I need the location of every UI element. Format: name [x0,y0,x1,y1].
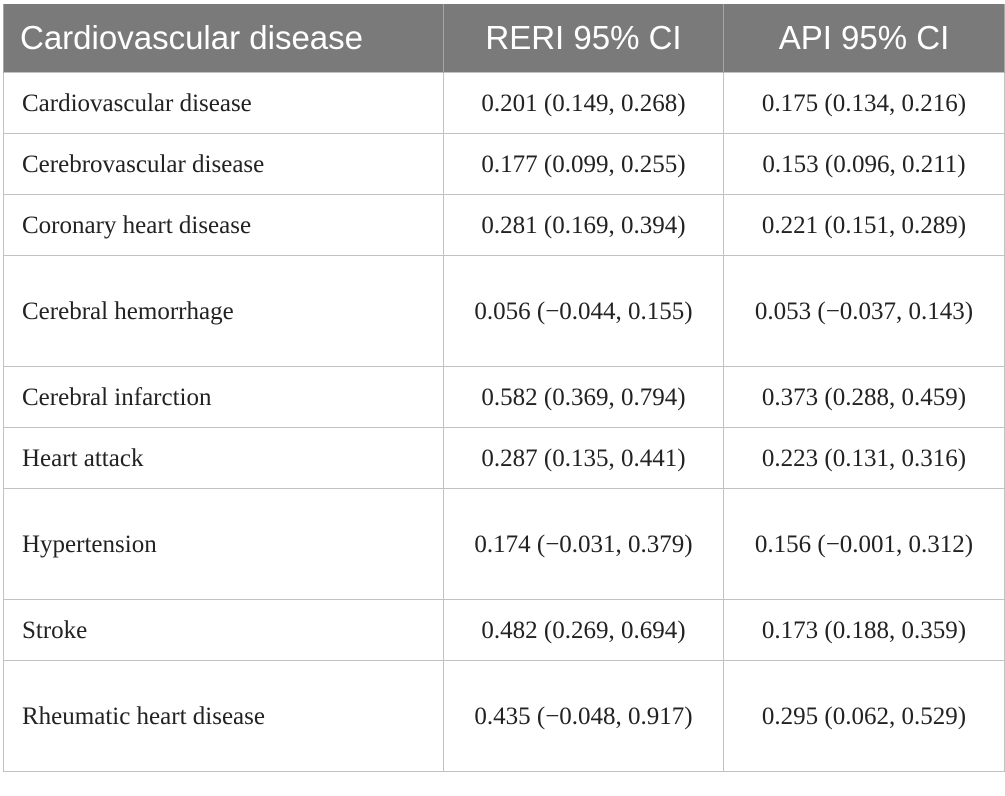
header-reri: RERI 95% CI [443,4,724,73]
table-row: Cerebral infarction 0.582 (0.369, 0.794)… [3,366,1005,428]
table-row: Heart attack 0.287 (0.135, 0.441) 0.223 … [3,427,1005,489]
row-reri: 0.177 (0.099, 0.255) [443,133,724,195]
row-disease: Coronary heart disease [3,194,444,256]
table-row: Rheumatic heart disease 0.435 (−0.048, 0… [3,660,1005,772]
row-disease: Cerebral infarction [3,366,444,428]
row-disease: Cerebral hemorrhage [3,255,444,367]
row-disease: Rheumatic heart disease [3,660,444,772]
row-disease: Stroke [3,599,444,661]
results-table: Cardiovascular disease RERI 95% CI API 9… [3,4,1005,772]
table-row: Cerebral hemorrhage 0.056 (−0.044, 0.155… [3,255,1005,367]
table-header: Cardiovascular disease RERI 95% CI API 9… [3,4,1005,73]
row-disease: Hypertension [3,488,444,600]
row-reri: 0.287 (0.135, 0.441) [443,427,724,489]
row-reri: 0.201 (0.149, 0.268) [443,72,724,134]
row-disease: Cardiovascular disease [3,72,444,134]
row-reri: 0.482 (0.269, 0.694) [443,599,724,661]
row-reri: 0.056 (−0.044, 0.155) [443,255,724,367]
table-row: Coronary heart disease 0.281 (0.169, 0.3… [3,194,1005,256]
row-api: 0.221 (0.151, 0.289) [723,194,1005,256]
table-body: Cardiovascular disease 0.201 (0.149, 0.2… [3,72,1005,772]
header-disease: Cardiovascular disease [3,4,444,73]
row-reri: 0.174 (−0.031, 0.379) [443,488,724,600]
table-row: Cardiovascular disease 0.201 (0.149, 0.2… [3,72,1005,134]
row-api: 0.295 (0.062, 0.529) [723,660,1005,772]
row-reri: 0.435 (−0.048, 0.917) [443,660,724,772]
table-row: Cerebrovascular disease 0.177 (0.099, 0.… [3,133,1005,195]
row-api: 0.173 (0.188, 0.359) [723,599,1005,661]
row-api: 0.156 (−0.001, 0.312) [723,488,1005,600]
table-row: Stroke 0.482 (0.269, 0.694) 0.173 (0.188… [3,599,1005,661]
header-row: Cardiovascular disease RERI 95% CI API 9… [3,4,1005,73]
row-reri: 0.281 (0.169, 0.394) [443,194,724,256]
row-api: 0.153 (0.096, 0.211) [723,133,1005,195]
row-api: 0.223 (0.131, 0.316) [723,427,1005,489]
row-api: 0.175 (0.134, 0.216) [723,72,1005,134]
row-api: 0.053 (−0.037, 0.143) [723,255,1005,367]
row-disease: Heart attack [3,427,444,489]
header-api: API 95% CI [723,4,1005,73]
row-api: 0.373 (0.288, 0.459) [723,366,1005,428]
table-row: Hypertension 0.174 (−0.031, 0.379) 0.156… [3,488,1005,600]
row-reri: 0.582 (0.369, 0.794) [443,366,724,428]
row-disease: Cerebrovascular disease [3,133,444,195]
